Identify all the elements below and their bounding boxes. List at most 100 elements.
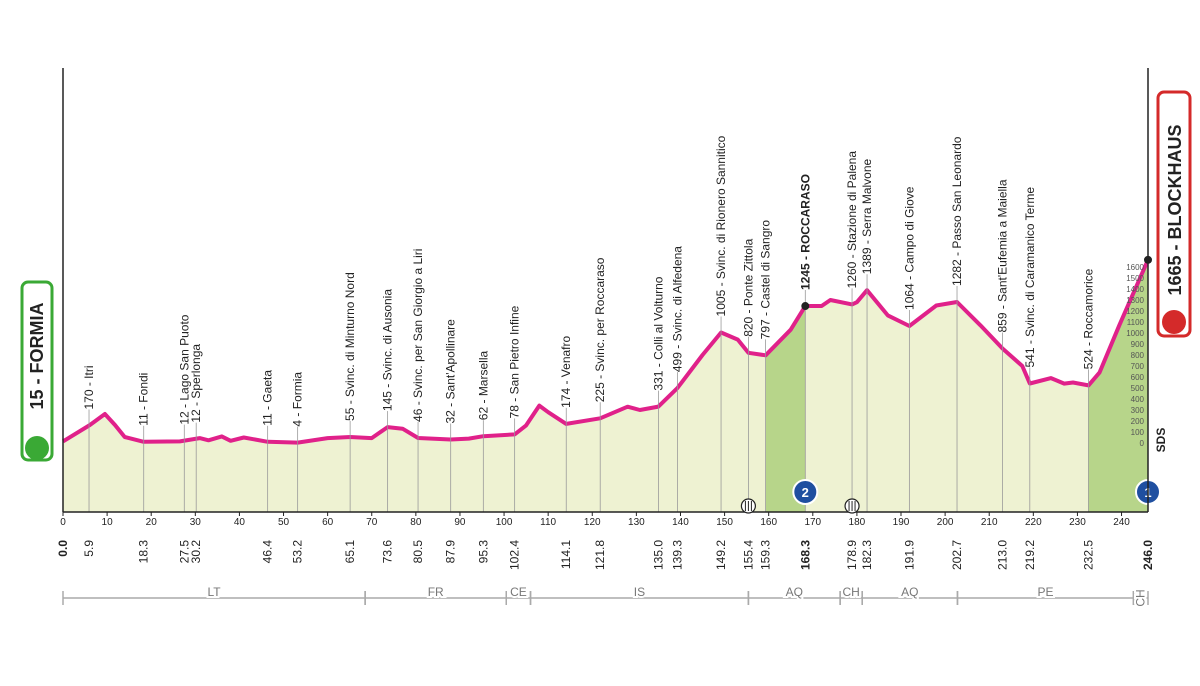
waypoint-label: 170 - Itri: [82, 365, 96, 409]
waypoint-label: 12 - Sperlonga: [189, 344, 203, 423]
x-tick-label: 170: [804, 517, 821, 528]
km-label: 246.0: [1141, 540, 1155, 570]
y-tick-label: 300: [1131, 406, 1145, 415]
km-label: 5.9: [82, 540, 96, 557]
sds-mark: SDS: [1154, 428, 1168, 453]
waypoint-label: 859 - Sant'Eufemia a Maiella: [995, 179, 1009, 332]
layer: [61, 258, 1150, 512]
y-tick-label: 700: [1131, 362, 1145, 371]
x-tick-label: 40: [234, 517, 246, 528]
waypoint-label: 1282 - Passo San Leonardo: [950, 136, 964, 286]
region-label: PE: [1037, 585, 1053, 599]
region-label: IS: [634, 585, 645, 599]
finish-icon: [1162, 310, 1186, 334]
km-label: 155.4: [741, 540, 755, 570]
y-tick-label: 500: [1131, 384, 1145, 393]
region-label: CE: [510, 585, 527, 599]
waypoint-label: 11 - Fondi: [137, 373, 151, 426]
km-label: 139.3: [670, 540, 684, 570]
y-tick-label: 200: [1131, 417, 1145, 426]
x-tick-label: 230: [1069, 517, 1086, 528]
x-tick-label: 70: [366, 517, 378, 528]
waypoint-label: 4 - Formia: [291, 372, 305, 427]
y-tick-label: 400: [1131, 395, 1145, 404]
waypoint-label: 541 - Svinc. di Caramanico Terme: [1023, 187, 1037, 368]
y-tick-label: 800: [1131, 351, 1145, 360]
waypoint-label: 1260 - Stazione di Palena: [845, 151, 859, 289]
x-tick-label: 100: [496, 517, 513, 528]
km-label: 65.1: [343, 540, 357, 564]
region-label: CH: [842, 585, 859, 599]
x-tick-label: 160: [760, 517, 777, 528]
x-tick-label: 210: [981, 517, 998, 528]
layer: [63, 259, 1148, 512]
km-label: 46.4: [261, 540, 275, 564]
y-tick-label: 1600: [1126, 263, 1144, 272]
y-tick-label: 1300: [1126, 296, 1144, 305]
km-label: 80.5: [411, 540, 425, 564]
profile-line: [61, 258, 1150, 445]
start-label: 15 - FORMIA: [27, 302, 47, 409]
region-label: FR: [428, 585, 444, 599]
region-label: LT: [207, 585, 221, 599]
summit-dot: [801, 302, 810, 311]
waypoint-label: 145 - Svinc. di Ausonia: [381, 289, 395, 411]
waypoint-label: 62 - Marsella: [476, 351, 490, 421]
waypoint-label: 225 - Svinc. per Roccaraso: [593, 257, 607, 402]
km-label: 87.9: [444, 540, 458, 564]
x-tick-label: 110: [540, 517, 556, 528]
km-label: 114.1: [559, 540, 573, 569]
km-label: 95.3: [476, 540, 490, 564]
km-label: 232.5: [1081, 540, 1095, 570]
x-tick-label: 20: [146, 517, 158, 528]
y-tick-label: 1000: [1126, 329, 1144, 338]
waypoint-label: 820 - Ponte Zittola: [741, 238, 755, 336]
km-label: 159.3: [759, 540, 773, 570]
km-label: 0.0: [56, 540, 70, 557]
x-tick-label: 150: [716, 517, 733, 528]
y-tick-label: 1200: [1126, 307, 1144, 316]
start-icon: [25, 436, 49, 460]
x-tick-label: 60: [322, 517, 334, 528]
km-label: 27.5: [177, 540, 191, 564]
waypoint-label: 46 - Svinc. per San Giorgio a Liri: [411, 249, 425, 422]
waypoint-label: 174 - Venafro: [559, 335, 573, 407]
y-tick-label: 0: [1140, 439, 1145, 448]
waypoint-label: 11 - Gaeta: [261, 370, 275, 426]
climb-fill: [1088, 259, 1148, 512]
y-tick-label: 1500: [1126, 274, 1144, 283]
km-label: 168.3: [798, 540, 812, 570]
climb-badge: [792, 479, 819, 505]
y-tick-label: 900: [1131, 340, 1145, 349]
region-label: AQ: [786, 585, 803, 599]
x-tick-label: 180: [849, 517, 866, 528]
waypoint-label: 1245 - ROCCARASO: [798, 174, 812, 290]
profile-fill: [63, 259, 1148, 512]
finish-box: [1156, 90, 1192, 338]
waypoint-label: 32 - Sant'Apollinare: [444, 319, 458, 424]
finish-label: 1665 - BLOCKHAUS: [1165, 124, 1185, 295]
x-tick-label: 30: [190, 517, 202, 528]
waypoint-label: 499 - Svinc. di Alfedena: [670, 246, 684, 372]
x-tick-label: 90: [454, 517, 466, 528]
waypoint-label: 331 - Colli al Volturno: [651, 276, 665, 390]
km-label: 121.8: [593, 540, 607, 570]
x-tick-label: 0: [60, 517, 66, 528]
x-tick-label: 10: [102, 517, 114, 528]
waypoint-label: 1389 - Serra Malvone: [860, 158, 874, 274]
y-tick-label: 1100: [1127, 318, 1145, 327]
km-label: 102.4: [508, 540, 522, 570]
x-tick-label: 120: [584, 517, 601, 528]
region-label: CH: [1134, 589, 1148, 606]
x-tick-label: 80: [410, 517, 422, 528]
x-tick-label: 200: [937, 517, 954, 528]
x-tick-label: 50: [278, 517, 290, 528]
km-label: 178.9: [845, 540, 859, 570]
waypoint-label: 12 - Lago San Puoto: [177, 314, 191, 424]
km-label: 73.6: [381, 540, 395, 564]
km-label: 135.0: [651, 540, 665, 570]
waypoint-label: 524 - Roccamorice: [1081, 268, 1095, 369]
waypoint-label: 78 - San Pietro Infine: [508, 305, 522, 418]
